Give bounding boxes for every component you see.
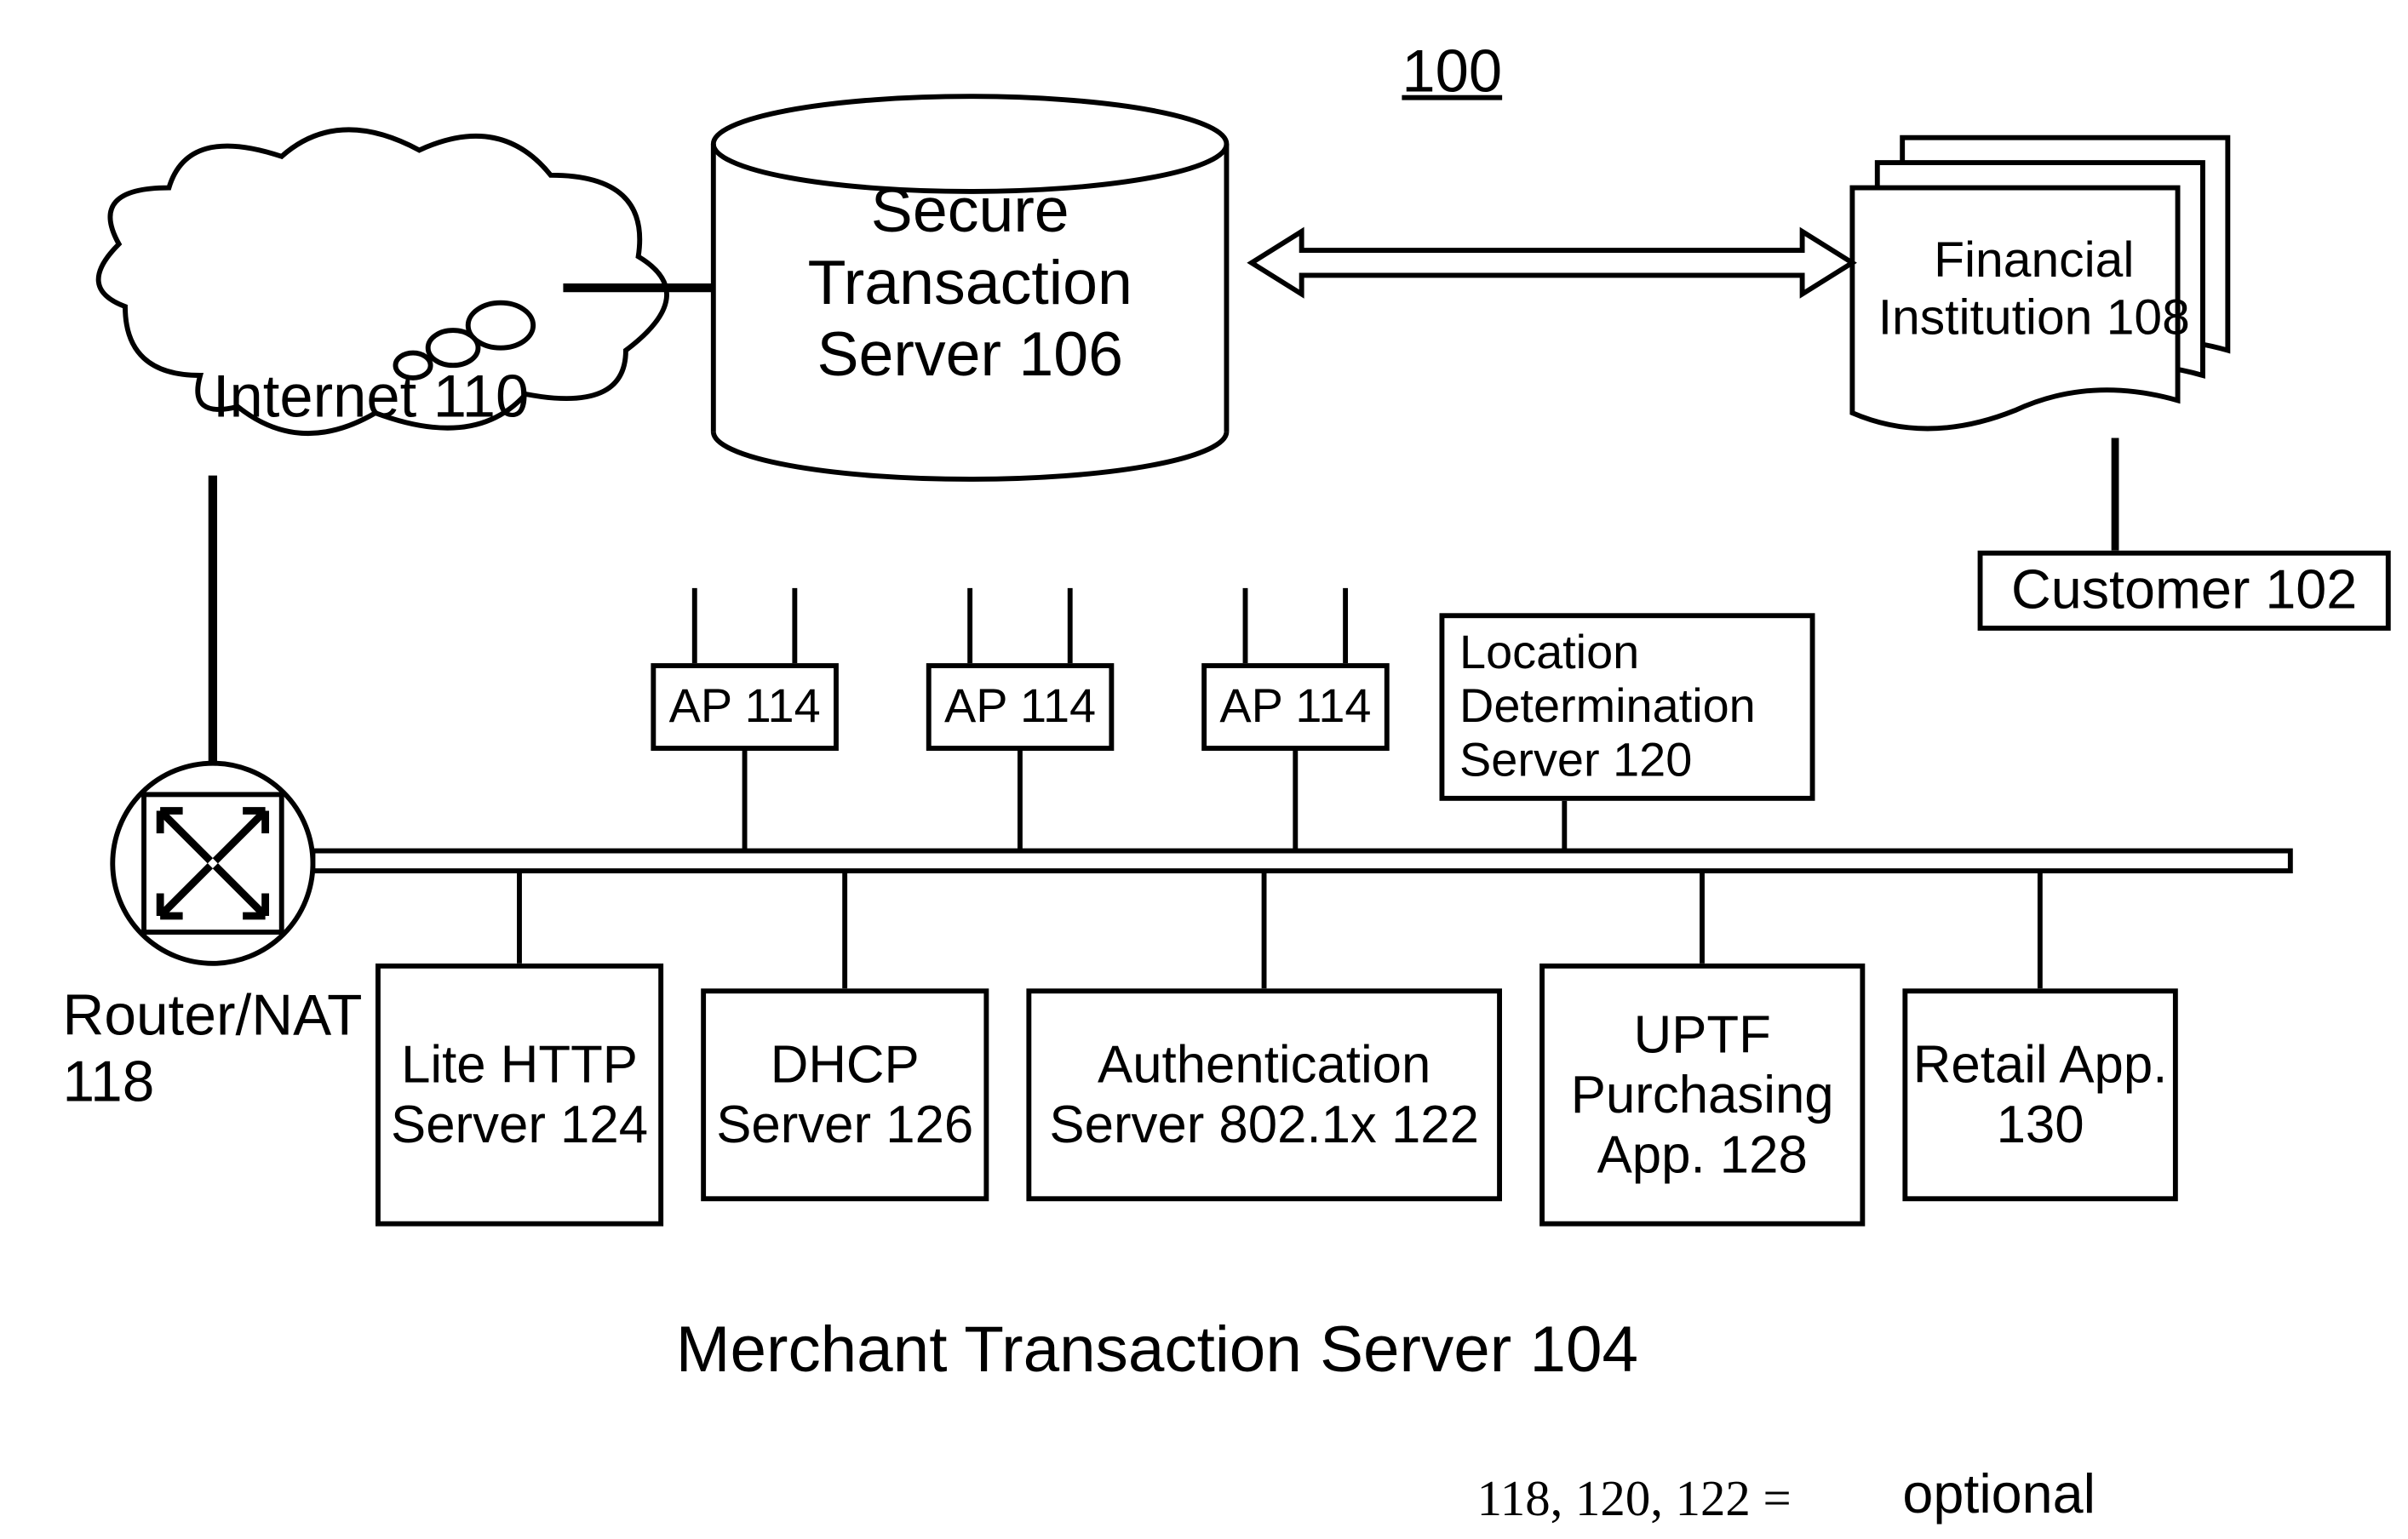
footnote-lhs: 118, 120, 122 = xyxy=(1477,1470,1792,1528)
dhcp-box: DHCP Server 126 xyxy=(701,988,989,1201)
retail-label: Retail App. 130 xyxy=(1907,1035,2173,1155)
sts-label: Secure Transaction Server 106 xyxy=(788,175,1151,392)
ap3-label: AP 114 xyxy=(1219,680,1371,734)
ap3-box: AP 114 xyxy=(1201,663,1390,751)
retail-box: Retail App. 130 xyxy=(1902,988,2177,1201)
diagram-caption: Merchant Transaction Server 104 xyxy=(676,1314,1638,1389)
auth-label: Authentication Server 802.1x 122 xyxy=(1031,1035,1497,1155)
footnote-rhs: optional xyxy=(1902,1464,2096,1527)
lds-label: Location Determination Server 120 xyxy=(1459,626,1810,788)
ap2-label: AP 114 xyxy=(944,680,1096,734)
auth-box: Authentication Server 802.1x 122 xyxy=(1026,988,1502,1201)
fin-label: Financial Institution 108 xyxy=(1878,232,2191,346)
uptf-label: UPTF Purchasing App. 128 xyxy=(1545,1004,1860,1185)
http-label: Lite HTTP Server 124 xyxy=(381,1035,658,1155)
customer-box: Customer 102 xyxy=(1978,551,2391,631)
router-label: Router/NAT 118 xyxy=(63,982,363,1114)
http-box: Lite HTTP Server 124 xyxy=(376,964,663,1227)
internet-label: Internet 110 xyxy=(213,363,529,432)
figure-number: 100 xyxy=(1402,37,1502,106)
dhcp-label: DHCP Server 126 xyxy=(706,1035,983,1155)
ap1-box: AP 114 xyxy=(651,663,839,751)
lds-box: Location Determination Server 120 xyxy=(1440,613,1815,801)
customer-label: Customer 102 xyxy=(2011,559,2357,622)
ap2-box: AP 114 xyxy=(926,663,1115,751)
ap1-label: AP 114 xyxy=(669,680,821,734)
uptf-box: UPTF Purchasing App. 128 xyxy=(1539,964,1865,1227)
